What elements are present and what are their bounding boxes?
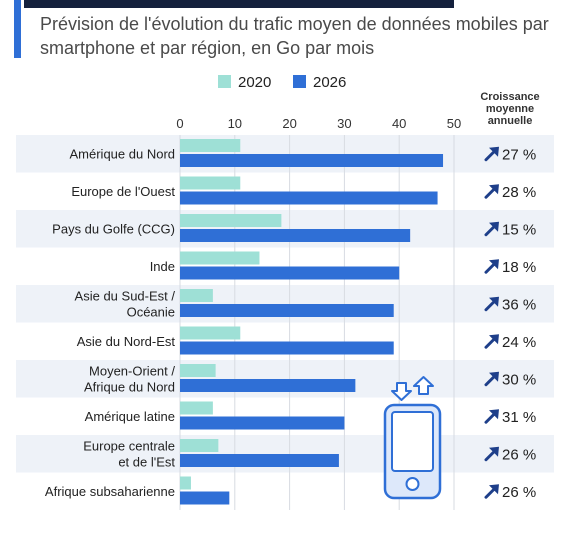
arrow-head-icon <box>489 371 499 382</box>
x-tick-label: 0 <box>176 116 183 131</box>
bar-2026 <box>180 266 400 280</box>
bar-2026 <box>180 416 345 430</box>
arrow-head-icon <box>489 259 499 270</box>
category-label: Pays du Golfe (CCG) <box>52 221 175 236</box>
arrow-head-icon <box>489 446 499 457</box>
category-label: Moyen-Orient / <box>89 363 175 378</box>
growth-value: 27 % <box>502 146 536 163</box>
bar-2026 <box>180 304 394 317</box>
row-bands <box>16 135 554 473</box>
arrow-head-icon <box>489 221 499 232</box>
growth-value: 26 % <box>502 484 536 501</box>
category-label: Afrique du Nord <box>84 379 175 394</box>
arrow-head-icon <box>489 409 499 420</box>
growth-header: moyenne <box>486 103 534 115</box>
x-tick-label: 40 <box>392 116 406 131</box>
bar-2026 <box>180 491 230 505</box>
x-tick-label: 50 <box>447 116 461 131</box>
title-block: Prévision de l'évolution du trafic moyen… <box>0 0 570 62</box>
arrow-head-icon <box>489 484 499 495</box>
growth-value: 36 % <box>502 296 536 313</box>
bar-2020 <box>180 401 213 415</box>
legend-label-2026: 2026 <box>313 74 346 91</box>
phone-screen <box>391 411 434 472</box>
bar-2026 <box>180 154 444 167</box>
growth-value: 31 % <box>502 409 536 426</box>
x-axis-ticks: 0 10 20 30 40 50 <box>176 116 461 131</box>
bar-2020 <box>180 364 216 377</box>
category-label: Inde <box>150 259 175 274</box>
arrow-head-icon <box>489 296 499 307</box>
legend-swatch-2020 <box>218 75 231 88</box>
bar-2020 <box>180 214 282 227</box>
arrow-head-icon <box>489 184 499 195</box>
category-label: Europe centrale <box>83 438 175 453</box>
legend-swatch-2026 <box>293 75 306 88</box>
growth-header: annuelle <box>488 115 533 127</box>
category-label: Amérique du Nord <box>70 146 176 161</box>
growth-value: 24 % <box>502 334 536 351</box>
growth-value: 26 % <box>502 446 536 463</box>
growth-value: 30 % <box>502 371 536 388</box>
growth-value: 28 % <box>502 184 536 201</box>
category-label: Asie du Sud-Est / <box>75 288 176 303</box>
bar-2026 <box>180 229 411 242</box>
category-label: Afrique subsaharienne <box>45 484 175 499</box>
category-label: Asie du Nord-Est <box>77 334 176 349</box>
bar-2020 <box>180 439 219 452</box>
category-label: Océanie <box>127 304 175 319</box>
bar-2020 <box>180 176 241 190</box>
chart-subtitle: Prévision de l'évolution du trafic moyen… <box>40 14 549 58</box>
bar-2020 <box>180 289 213 302</box>
x-tick-label: 30 <box>337 116 351 131</box>
download-arrow-icon <box>391 382 412 401</box>
x-tick-label: 10 <box>228 116 242 131</box>
bar-2026 <box>180 191 438 205</box>
category-label: et de l'Est <box>118 454 175 469</box>
bar-2020 <box>180 476 191 490</box>
bars <box>180 139 444 505</box>
bar-2026 <box>180 379 356 392</box>
growth-value: 15 % <box>502 221 536 238</box>
upload-arrow-icon <box>413 376 434 395</box>
x-tick-label: 20 <box>282 116 296 131</box>
bar-2026 <box>180 341 394 355</box>
bar-2020 <box>180 251 260 265</box>
legend-label-2020: 2020 <box>238 74 271 91</box>
phone-icon <box>383 376 442 500</box>
arrow-head-icon <box>489 334 499 345</box>
category-labels: Amérique du Nord Europe de l'Ouest Pays du… <box>45 146 175 499</box>
title-fragment <box>24 0 454 8</box>
growth-value: 18 % <box>502 259 536 276</box>
title-accent-bar <box>14 0 21 58</box>
growth-header: Croissance <box>480 91 539 103</box>
legend: 2020 2026 <box>218 74 346 91</box>
bar-2020 <box>180 139 241 152</box>
bar-2026 <box>180 454 339 467</box>
category-label: Amérique latine <box>85 409 175 424</box>
bar-2020 <box>180 326 241 340</box>
phone-home-button <box>405 477 420 491</box>
arrow-head-icon <box>489 146 499 157</box>
category-label: Europe de l'Ouest <box>71 184 175 199</box>
